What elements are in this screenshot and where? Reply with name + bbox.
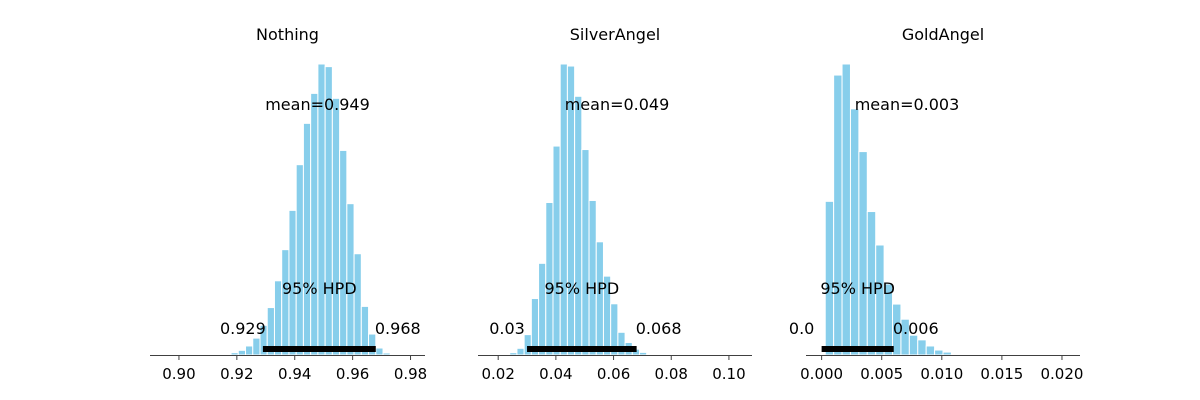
histogram-bar xyxy=(230,352,239,356)
hpd-label: 95% HPD xyxy=(545,279,620,298)
hpd-high-label: 0.068 xyxy=(636,319,682,338)
hpd-high-label: 0.968 xyxy=(375,319,421,338)
x-tick-label: 0.010 xyxy=(920,365,963,383)
mean-label: mean=0.049 xyxy=(565,95,670,114)
histogram-bar xyxy=(302,122,312,356)
x-tick-label: 0.94 xyxy=(278,365,311,383)
histogram-bar xyxy=(310,92,319,356)
x-tick-label: 0.10 xyxy=(712,365,745,383)
hpd-high-label: 0.006 xyxy=(893,319,939,338)
histogram-bar xyxy=(917,339,927,356)
x-tick-label: 0.005 xyxy=(860,365,903,383)
hpd-low-label: 0.0 xyxy=(789,319,814,338)
histogram-bar xyxy=(959,353,969,356)
histogram-bar xyxy=(281,249,290,356)
x-tick-label: 0.92 xyxy=(220,365,253,383)
x-tick-label: 0.90 xyxy=(162,365,195,383)
histogram-bar xyxy=(849,108,860,356)
histogram-bar xyxy=(942,351,952,356)
histogram-bar xyxy=(581,149,590,356)
x-tick-label: 0.98 xyxy=(394,365,427,383)
histogram-bar xyxy=(502,353,511,356)
histogram-bar xyxy=(552,145,561,356)
histogram-bar xyxy=(925,345,936,356)
x-tick-label: 0.015 xyxy=(980,365,1023,383)
histogram-bar xyxy=(295,164,304,356)
histogram-bar xyxy=(353,253,362,356)
panel-title: Nothing xyxy=(256,25,319,44)
x-tick-label: 0.020 xyxy=(1040,365,1083,383)
histogram-bar xyxy=(252,337,261,356)
histogram-bar xyxy=(639,351,648,356)
histogram-bar xyxy=(331,97,341,356)
hpd-low-label: 0.929 xyxy=(220,319,266,338)
histogram-bar xyxy=(574,95,583,356)
histogram-bar xyxy=(516,347,525,356)
hpd-label: 95% HPD xyxy=(282,279,357,298)
histogram-bar xyxy=(375,347,384,356)
panel-nothing: 0.90 0.92 0.94 0.96 0.98 Nothing mean=0.949 95%… xyxy=(150,25,427,383)
panel-title: SilverAngel xyxy=(570,25,660,44)
histogram-bar xyxy=(841,63,851,356)
histogram-bar xyxy=(588,199,597,356)
histogram-bar xyxy=(934,349,944,356)
hpd-label: 95% HPD xyxy=(820,279,895,298)
histogram-bar xyxy=(509,352,518,356)
histogram-bar xyxy=(245,345,254,356)
histogram-bar xyxy=(382,352,391,356)
histogram-bar xyxy=(875,244,885,356)
panel-silverangel: 0.02 0.04 0.06 0.08 0.10 SilverAngel mean=0.04… xyxy=(478,25,752,383)
x-tick-label: 0.96 xyxy=(336,365,369,383)
mean-label: mean=0.949 xyxy=(265,95,370,114)
histogram-bar xyxy=(538,262,547,356)
histogram-bar xyxy=(908,334,919,356)
histogram-bar xyxy=(833,74,843,356)
histogram-bar xyxy=(339,149,348,356)
histogram-bar xyxy=(389,353,398,356)
histogram-bar xyxy=(237,349,247,356)
panel-title: GoldAngel xyxy=(902,25,984,44)
histogram-bar xyxy=(223,353,232,356)
histogram-bar xyxy=(950,353,961,356)
x-tick-label: 0.04 xyxy=(539,365,572,383)
hpd-low-label: 0.03 xyxy=(489,319,525,338)
x-tick-label: 0.02 xyxy=(481,365,514,383)
panel-goldangel: 0.000 0.005 0.010 0.015 0.020 GoldAngel mean=0… xyxy=(789,25,1084,383)
mean-label: mean=0.003 xyxy=(855,95,960,114)
histogram-bar xyxy=(646,353,655,356)
x-tick-label: 0.06 xyxy=(597,365,630,383)
x-tick-label: 0.000 xyxy=(800,365,843,383)
histogram-bar xyxy=(595,241,604,356)
histogram-bar xyxy=(858,151,868,356)
x-tick-label: 0.08 xyxy=(655,365,688,383)
histogram-bar xyxy=(273,280,283,356)
